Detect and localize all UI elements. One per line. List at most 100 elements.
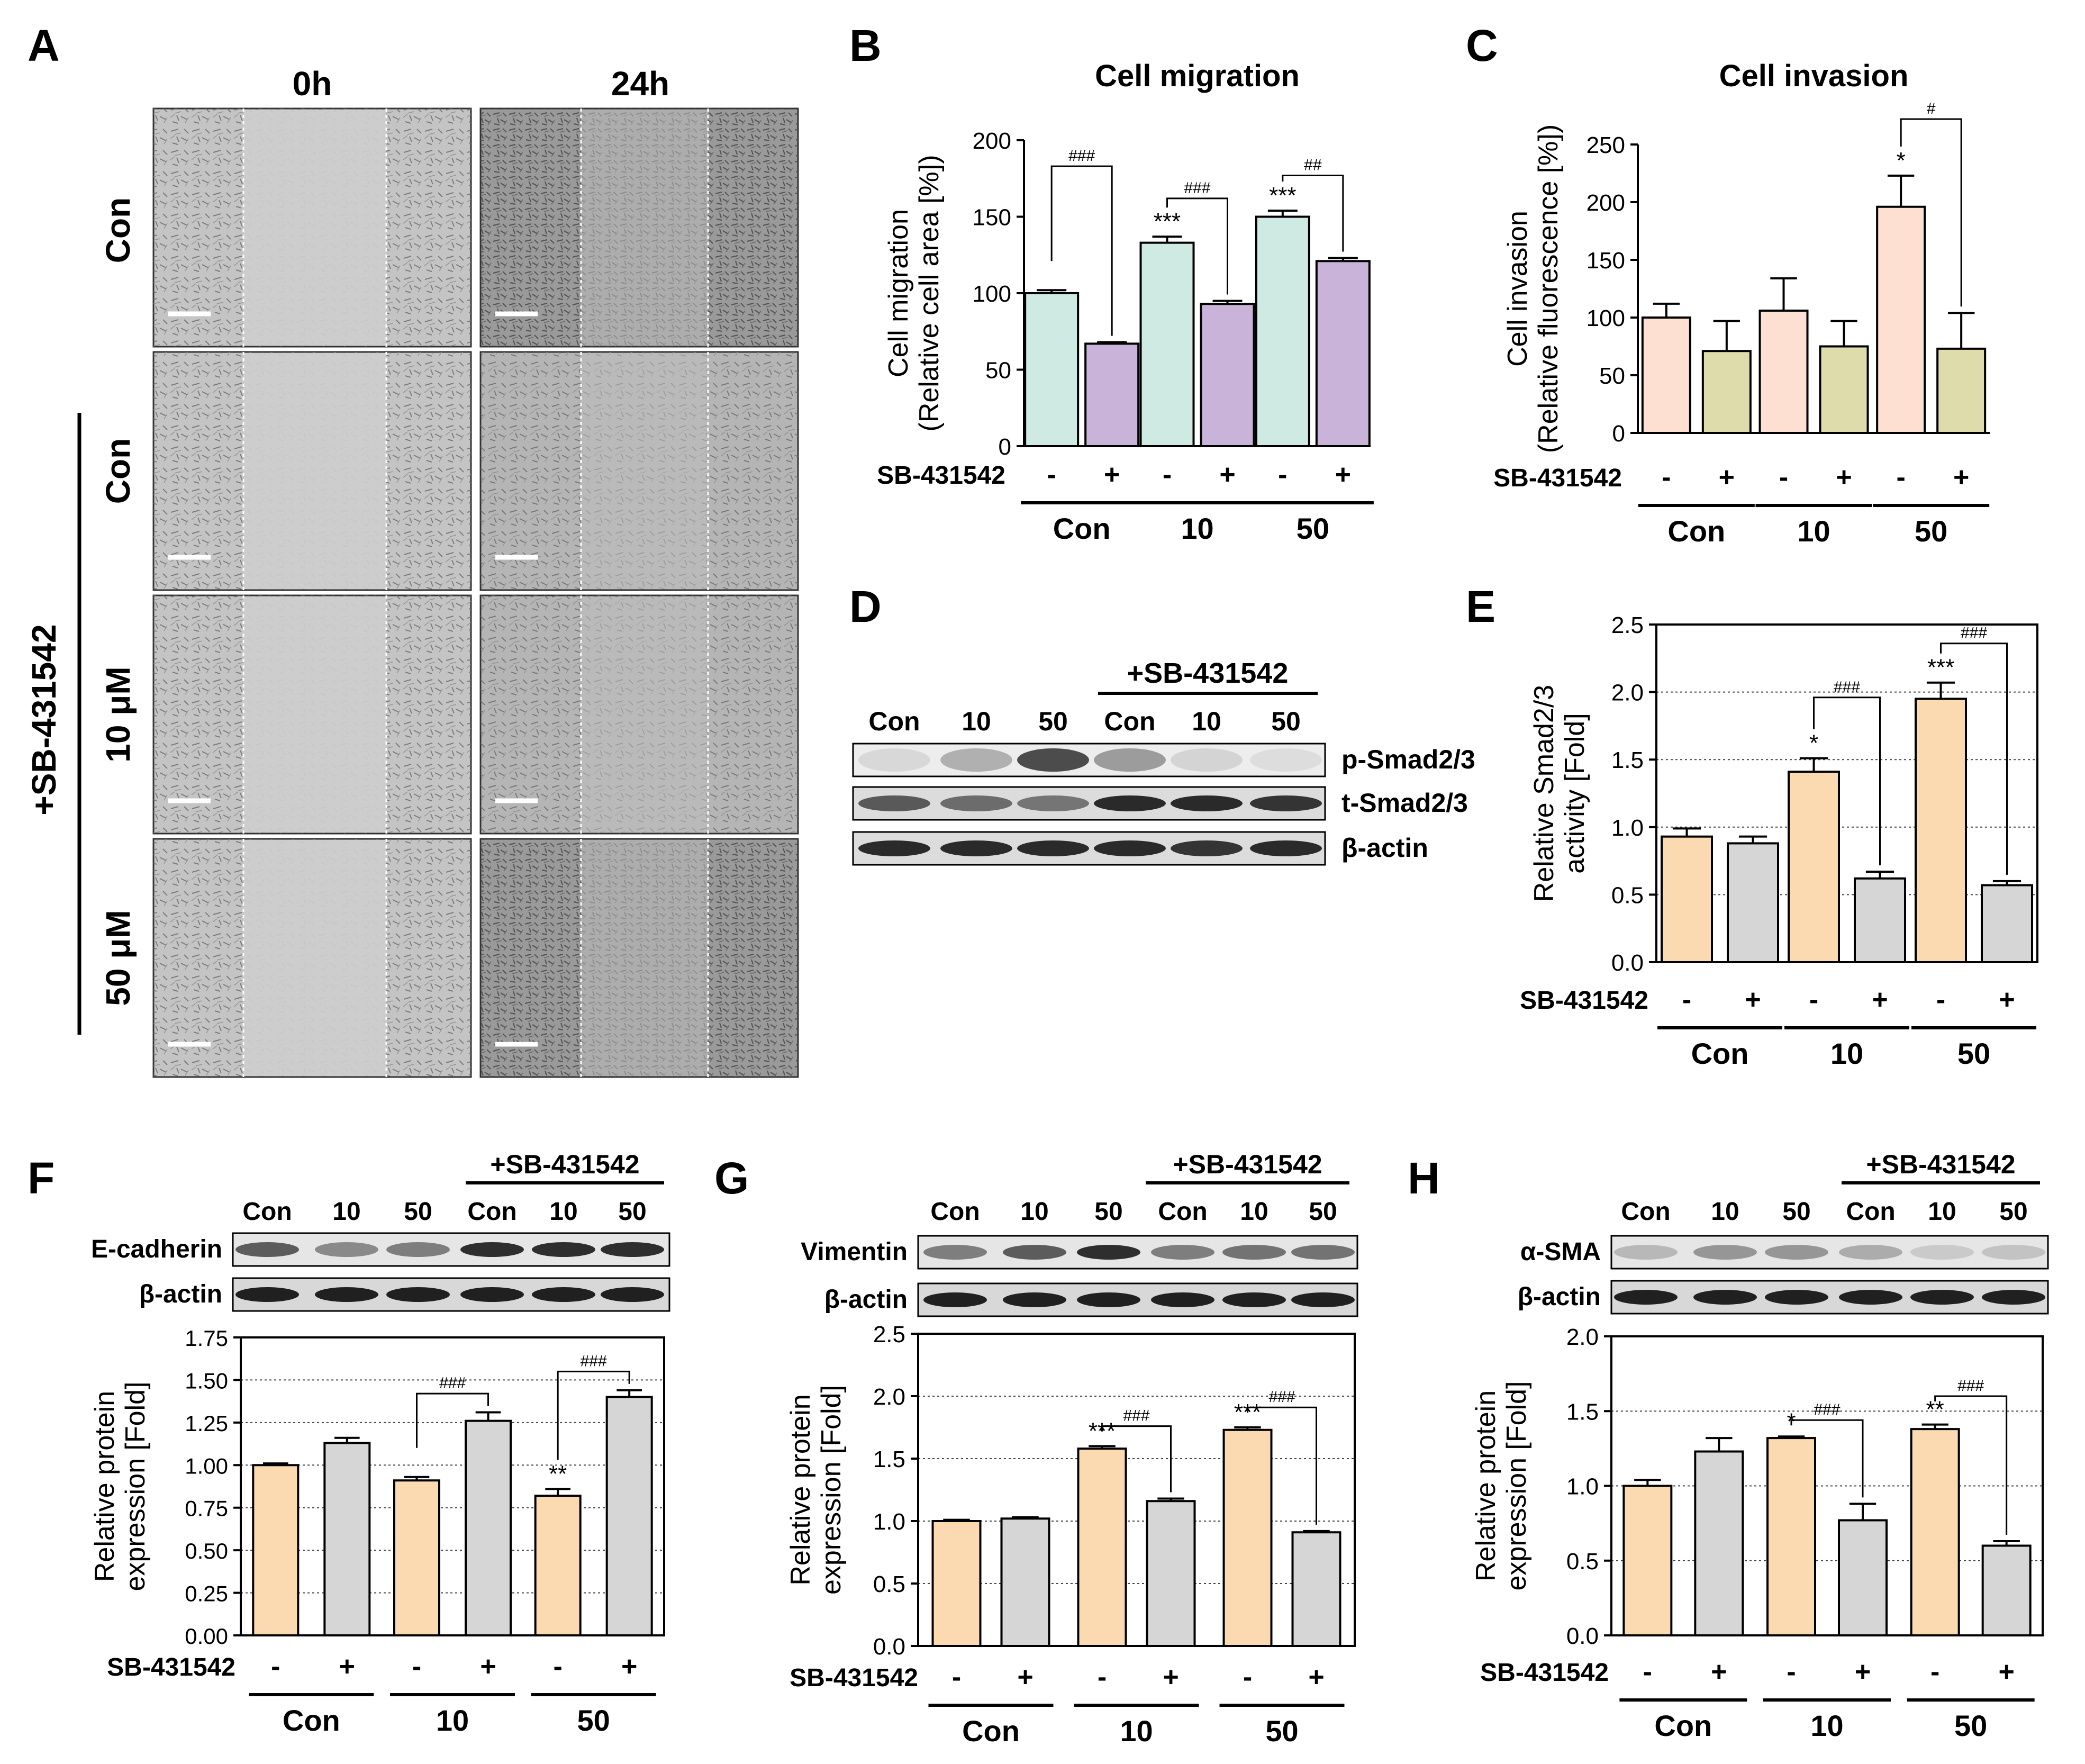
d-lane-label: Con: [868, 707, 920, 736]
blot-band: [1614, 1290, 1678, 1305]
comparison-bracket: [1900, 118, 1962, 307]
blot-band: [1291, 1245, 1355, 1260]
group-label: 50: [1915, 514, 1947, 548]
bar: [1910, 1428, 1960, 1636]
y-tick-label: 1.0: [873, 1509, 905, 1535]
bracket-label: #: [1927, 100, 1936, 117]
blot-band: [1765, 1245, 1828, 1260]
bracket-label: ###: [1268, 1388, 1295, 1406]
bar: [1701, 350, 1752, 434]
y-tick-label: 2.0: [873, 1384, 905, 1410]
blot-lane-label: Con: [1621, 1198, 1670, 1226]
y-tick-label: 0: [1612, 421, 1625, 447]
bar: [1694, 1450, 1744, 1636]
d-lane-label: Con: [1104, 707, 1155, 736]
treatment-mark: +: [1335, 459, 1351, 490]
treatment-mark: -: [1278, 459, 1287, 490]
blot-band: [1077, 1292, 1140, 1307]
blot-band: [923, 1245, 987, 1260]
group-label: 10: [1830, 1037, 1863, 1070]
panel-letter-d: D: [849, 582, 882, 631]
comparison-bracket: [416, 1392, 489, 1448]
y-tick-label: 0.0: [873, 1634, 905, 1660]
bar: [1854, 877, 1906, 963]
blot-band: [386, 1287, 450, 1302]
blot-band: [858, 840, 930, 856]
treatment-mark: +: [1711, 1657, 1727, 1687]
row-label-con-sb: Con: [99, 438, 137, 504]
y-axis-label: Cell invasion: [1502, 211, 1533, 367]
y-tick-label: 100: [973, 281, 1011, 307]
y-axis-label: expression [Fold]: [120, 1382, 151, 1591]
d-lane-label: 10: [962, 707, 991, 736]
treatment-mark: +: [339, 1651, 355, 1682]
treatment-mark: -: [1936, 984, 1945, 1015]
comparison-bracket: [1813, 696, 1881, 866]
y-axis-label: expression [Fold]: [816, 1385, 847, 1595]
bracket-label: ###: [1961, 625, 1987, 642]
treatment-mark: -: [1779, 462, 1788, 493]
blot-band: [1693, 1290, 1757, 1305]
d-blot-row: p-Smad2/3: [852, 743, 1475, 777]
chart-e: 0.0 0.5 1.0 1.5 2.0 2.5 Relative Smad2/3 activi…: [1520, 612, 2038, 1070]
treatment-mark: -: [1243, 1662, 1252, 1693]
blot-band: [1151, 1245, 1214, 1260]
y-tick-label: 0.5: [873, 1571, 905, 1597]
y-tick-label: 0.5: [1566, 1549, 1599, 1575]
blot-lane-label: Con: [930, 1198, 980, 1226]
blot-band: [1614, 1245, 1678, 1260]
bar: [323, 1442, 371, 1637]
y-tick-label: 0.75: [185, 1496, 228, 1521]
y-tick-label: 250: [1587, 132, 1625, 158]
blot-lane-label: 50: [1309, 1198, 1337, 1226]
d-lane-label: 50: [1271, 707, 1301, 736]
treatment-label: SB-431542: [1493, 464, 1622, 492]
panel-letter-g: G: [714, 1153, 749, 1203]
group-label: Con: [283, 1704, 340, 1737]
blot-lane-label: 10: [549, 1198, 577, 1226]
y-tick-label: 1.25: [185, 1411, 228, 1436]
bar: [1084, 342, 1140, 447]
blot-band: [1910, 1290, 1974, 1305]
blot-band: [940, 795, 1012, 811]
y-tick-label: 0.0: [1611, 950, 1644, 976]
blot-band: [858, 748, 930, 772]
panel-letter-h: H: [1408, 1153, 1440, 1203]
bracket-label: ##: [1304, 156, 1322, 174]
panel-letter-b: B: [849, 21, 882, 70]
treatment-mark: -: [554, 1651, 563, 1682]
treatment-mark: +: [1163, 1662, 1179, 1693]
panel-letter-f: F: [28, 1153, 55, 1203]
treatment-mark: +: [1719, 462, 1735, 493]
bar: [1766, 1437, 1816, 1637]
micrograph-50um-0h: [152, 838, 472, 1078]
bar: [1788, 771, 1840, 963]
blot-band: [532, 1287, 595, 1302]
chart-b: Cell migration 0 50 100 150 200 Cell migration…: [877, 59, 1374, 545]
bar: [1077, 1448, 1127, 1648]
group-label: Con: [1053, 512, 1111, 545]
blot-row-label: β-actin: [824, 1286, 908, 1314]
blot-band: [940, 840, 1012, 856]
treatment-mark: -: [412, 1651, 421, 1682]
group-label: 50: [1957, 1037, 1990, 1070]
sb-group-label: +SB-431542: [25, 624, 63, 815]
y-axis-label: (Relative fluorescence [%]): [1533, 124, 1564, 453]
panel-letter-e: E: [1466, 582, 1495, 631]
y-tick-label: 150: [1587, 248, 1625, 274]
plot-frame: [1655, 623, 2038, 963]
blot-strip: [1610, 1280, 2049, 1315]
treatment-mark: +: [1998, 1657, 2014, 1687]
significance-mark: ***: [1269, 183, 1296, 209]
blot-band: [1017, 795, 1089, 811]
treatment-mark: -: [952, 1662, 961, 1693]
comparison-bracket: [1050, 165, 1113, 336]
blot-band: [1982, 1290, 2045, 1305]
blot-row-label: α-SMA: [1520, 1238, 1601, 1266]
treatment-mark: +: [1017, 1662, 1033, 1693]
blot-band: [601, 1287, 664, 1302]
blot-band: [1250, 840, 1322, 856]
treatment-mark: +: [1745, 984, 1761, 1015]
group-label: Con: [962, 1714, 1020, 1748]
blot-band: [940, 748, 1012, 772]
